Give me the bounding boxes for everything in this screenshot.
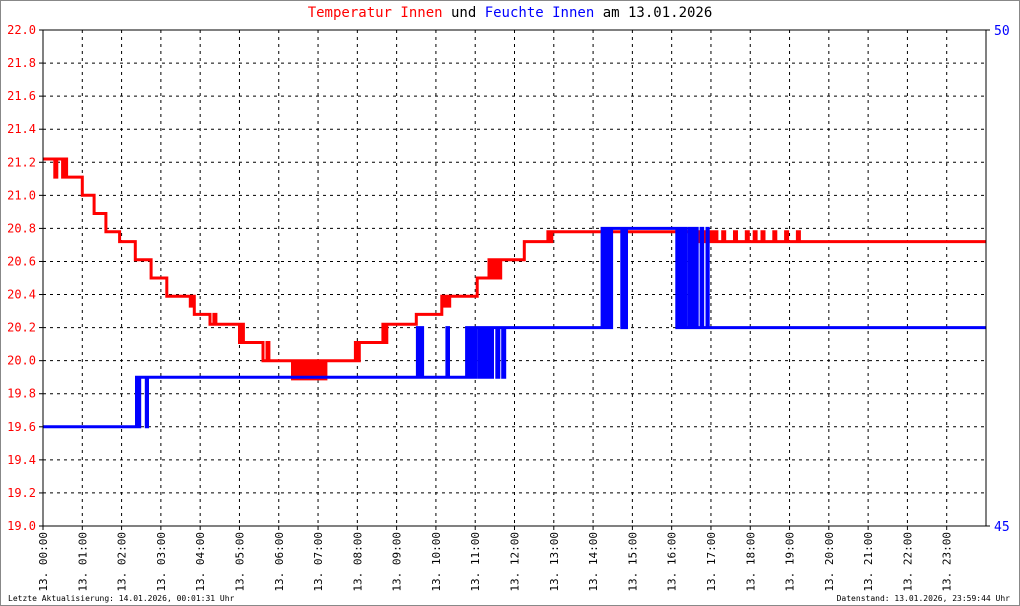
footer-data-status: Datenstand: 13.01.2026, 23:59:44 Uhr	[836, 594, 1010, 603]
x-tick-label: 13. 00:00	[37, 532, 50, 592]
x-tick-label: 13. 05:00	[233, 532, 246, 592]
y-left-tick-label: 19.2	[7, 486, 36, 500]
y-left-tick-label: 19.0	[7, 519, 36, 533]
y-left-tick-label: 20.0	[7, 354, 36, 368]
x-tick-label: 13. 20:00	[823, 532, 836, 592]
y-left-tick-label: 20.4	[7, 288, 36, 302]
x-tick-label: 13. 11:00	[469, 532, 482, 592]
y-left-tick-label: 21.2	[7, 155, 36, 169]
y-left-tick-label: 19.6	[7, 420, 36, 434]
y-left-tick-label: 21.8	[7, 56, 36, 70]
series-line-temperature	[43, 157, 986, 381]
title-temperature: Temperatur Innen	[307, 5, 443, 21]
title-und: und	[442, 5, 485, 21]
x-tick-label: 13. 01:00	[76, 532, 89, 592]
x-tick-label: 13. 09:00	[391, 532, 404, 592]
series-line-humidity	[43, 226, 986, 429]
x-tick-label: 13. 16:00	[666, 532, 679, 592]
y-left-tick-label: 20.2	[7, 321, 36, 335]
x-tick-label: 13. 04:00	[194, 532, 207, 592]
y-left-tick-label: 22.0	[7, 23, 36, 37]
title-date: am 13.01.2026	[594, 5, 713, 21]
x-tick-label: 13. 08:00	[351, 532, 364, 592]
y-left-tick-label: 19.8	[7, 387, 36, 401]
y-left-tick-label: 21.4	[7, 122, 36, 136]
x-tick-label: 13. 02:00	[116, 532, 129, 592]
x-tick-label: 13. 07:00	[312, 532, 325, 592]
y-right-tick-label: 50	[994, 24, 1010, 39]
plot-border	[42, 29, 987, 527]
x-tick-label: 13. 12:00	[509, 532, 522, 592]
title-humidity: Feuchte Innen	[484, 5, 595, 21]
x-tick-label: 13. 15:00	[626, 532, 639, 592]
y-left-tick-label: 21.0	[7, 188, 36, 202]
x-tick-label: 13. 13:00	[548, 532, 561, 592]
footer-last-update: Letzte Aktualisierung: 14.01.2026, 00:01…	[8, 594, 235, 603]
x-tick-label: 13. 22:00	[901, 532, 914, 592]
x-tick-label: 13. 14:00	[587, 532, 600, 592]
x-tick-label: 13. 03:00	[155, 532, 168, 592]
y-right-tick-label: 45	[994, 520, 1010, 535]
y-left-tick-label: 21.6	[7, 89, 36, 103]
x-tick-label: 13. 06:00	[273, 532, 286, 592]
x-tick-label: 13. 19:00	[784, 532, 797, 592]
chart-title: Temperatur Innen und Feuchte Innen am 13…	[0, 5, 1020, 21]
x-tick-label: 13. 21:00	[862, 532, 875, 592]
y-left-tick-label: 19.4	[7, 453, 36, 467]
y-left-tick-label: 20.6	[7, 254, 36, 268]
x-tick-label: 13. 17:00	[705, 532, 718, 592]
y-left-tick-label: 20.8	[7, 221, 36, 235]
x-tick-label: 13. 10:00	[430, 532, 443, 592]
x-tick-label: 13. 23:00	[941, 532, 954, 592]
x-tick-label: 13. 18:00	[744, 532, 757, 592]
